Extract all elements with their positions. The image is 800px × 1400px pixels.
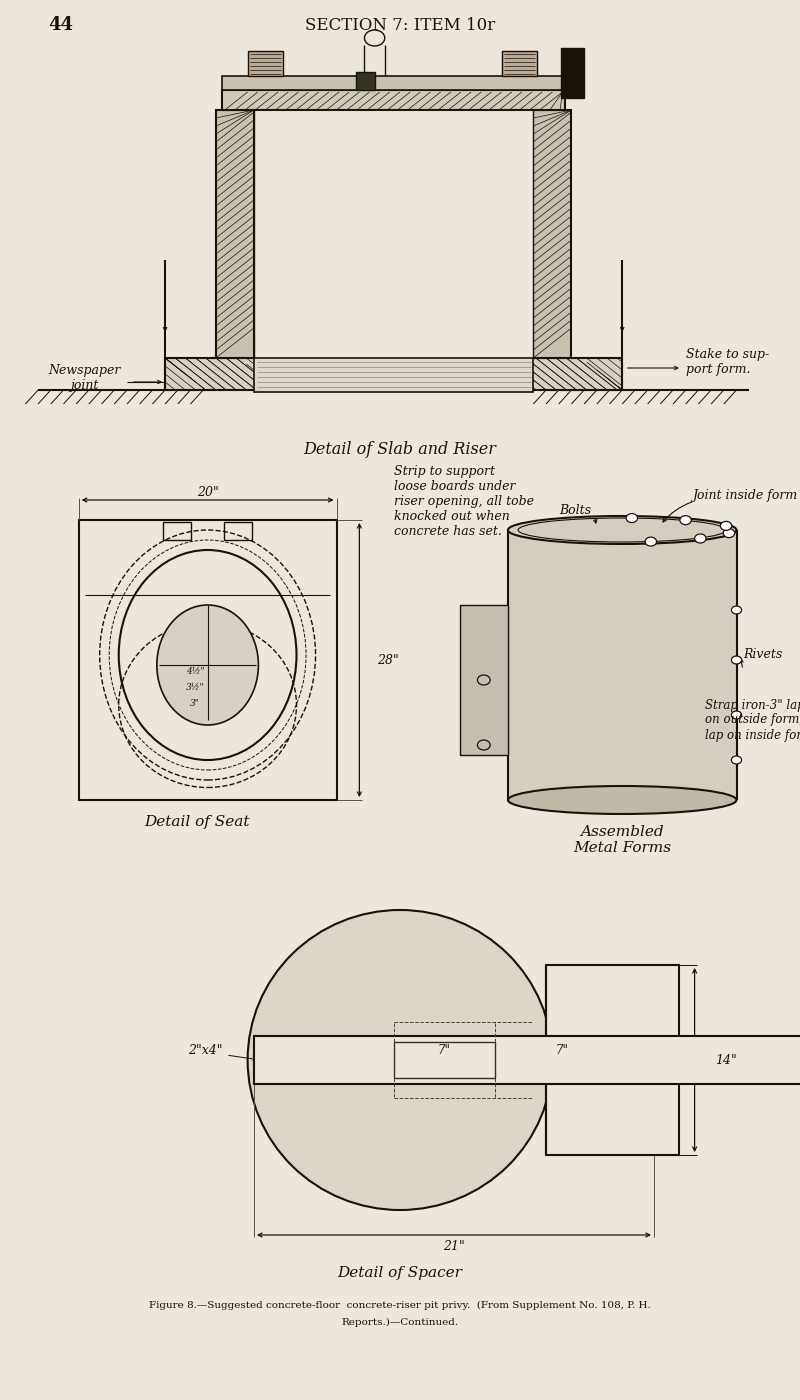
Bar: [216, 111, 254, 358]
Ellipse shape: [157, 605, 258, 725]
Circle shape: [645, 538, 657, 546]
Text: 3½": 3½": [186, 683, 204, 693]
Circle shape: [731, 711, 742, 720]
Bar: [78, 519, 337, 799]
Text: Detail of Slab and Riser: Detail of Slab and Riser: [303, 441, 497, 459]
Bar: [224, 522, 252, 540]
Bar: [222, 90, 565, 111]
Ellipse shape: [248, 910, 552, 1210]
Text: Stake to sup-
port form.: Stake to sup- port form.: [686, 349, 769, 377]
Text: 7": 7": [438, 1043, 451, 1057]
Bar: [502, 50, 537, 76]
Text: Assembled
Metal Forms: Assembled Metal Forms: [573, 825, 671, 855]
Text: Detail of Spacer: Detail of Spacer: [338, 1266, 462, 1280]
Text: 14": 14": [715, 1053, 737, 1067]
Bar: [254, 358, 534, 392]
Bar: [254, 111, 534, 358]
Text: Detail of Seat: Detail of Seat: [144, 815, 250, 829]
Circle shape: [680, 515, 691, 525]
Circle shape: [694, 533, 706, 543]
Text: 7": 7": [555, 1043, 568, 1057]
Bar: [546, 965, 679, 1155]
Bar: [562, 48, 584, 98]
Text: SECTION 7: ITEM 10r: SECTION 7: ITEM 10r: [305, 17, 495, 34]
Ellipse shape: [508, 517, 737, 545]
Bar: [355, 71, 374, 90]
Bar: [248, 50, 283, 76]
Circle shape: [626, 514, 638, 522]
Text: Bolts: Bolts: [558, 504, 590, 517]
Bar: [460, 605, 508, 755]
Bar: [163, 522, 191, 540]
Text: 21": 21": [443, 1240, 465, 1253]
Text: Rivets: Rivets: [743, 648, 782, 662]
Text: 44: 44: [48, 15, 74, 34]
Text: 2"x4": 2"x4": [188, 1043, 222, 1057]
Text: Strip to support
loose boards under
riser opening, all tobe
knocked out when
con: Strip to support loose boards under rise…: [394, 465, 534, 538]
Bar: [394, 1042, 495, 1078]
Bar: [222, 76, 565, 90]
Circle shape: [723, 529, 734, 538]
Bar: [508, 531, 737, 799]
Circle shape: [731, 756, 742, 764]
Text: Newspaper
joint: Newspaper joint: [48, 364, 121, 392]
Text: 3": 3": [190, 700, 200, 708]
Bar: [254, 1036, 800, 1084]
Ellipse shape: [508, 785, 737, 813]
Text: Strap iron-3" lap
on outside form,1"
lap on inside form: Strap iron-3" lap on outside form,1" lap…: [705, 699, 800, 742]
Text: 4½": 4½": [186, 668, 204, 676]
Bar: [165, 358, 279, 391]
Circle shape: [731, 657, 742, 664]
Text: 28": 28": [377, 654, 399, 666]
Text: 20": 20": [197, 486, 218, 498]
Circle shape: [720, 521, 732, 531]
Circle shape: [731, 606, 742, 615]
Text: Reports.)—Continued.: Reports.)—Continued.: [342, 1317, 458, 1327]
Bar: [534, 111, 571, 358]
Bar: [495, 358, 622, 391]
Text: Figure 8.—Suggested concrete-floor  concrete-riser pit privy.  (From Supplement : Figure 8.—Suggested concrete-floor concr…: [149, 1301, 651, 1309]
Text: Joint inside form: Joint inside form: [692, 489, 798, 501]
